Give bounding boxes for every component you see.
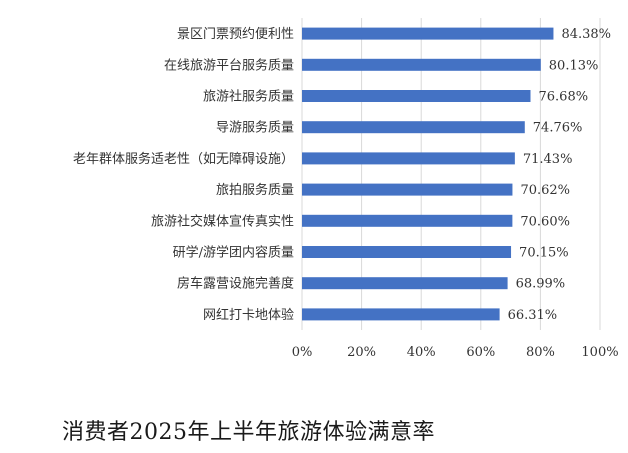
value-label: 71.43%	[523, 152, 573, 167]
x-tick-label: 40%	[407, 345, 436, 360]
value-label: 84.38%	[561, 27, 611, 42]
bar	[302, 246, 512, 258]
x-tick-label: 0%	[292, 345, 313, 360]
category-label: 网红打卡地体验	[203, 307, 294, 323]
category-label: 旅游社服务质量	[203, 89, 294, 105]
bar	[302, 152, 515, 165]
category-label: 景区门票预约便利性	[177, 27, 294, 42]
value-label: 70.60%	[520, 214, 570, 229]
category-label: 在线旅游平台服务质量	[164, 57, 294, 73]
bar	[302, 121, 525, 134]
labels: 0% 20% 40% 60% 80% 100% 景区门票预约便利性 84.38% 在线旅游平台服…	[73, 27, 619, 360]
category-label: 研学/游学团内容质量	[173, 245, 294, 261]
bars	[302, 27, 554, 321]
bar	[302, 183, 513, 196]
bar	[302, 90, 531, 102]
value-label: 70.15%	[519, 246, 569, 261]
bar	[302, 214, 513, 227]
bar	[302, 308, 500, 321]
value-label: 76.68%	[539, 90, 589, 105]
value-label: 80.13%	[549, 58, 599, 73]
x-tick-label: 20%	[347, 345, 376, 360]
category-label: 老年群体服务适老性（如无障碍设施）	[73, 151, 294, 167]
value-label: 68.99%	[516, 277, 566, 292]
x-tick-label: 100%	[581, 345, 618, 360]
value-label: 70.62%	[520, 183, 570, 198]
chart-caption: 消费者2025年上半年旅游体验满意率	[62, 420, 435, 445]
value-label: 66.31%	[508, 308, 558, 323]
category-label: 旅拍服务质量	[216, 182, 294, 198]
satisfaction-bar-chart: 0% 20% 40% 60% 80% 100% 景区门票预约便利性 84.38% 在线旅游平台服…	[73, 18, 619, 360]
value-label: 74.76%	[533, 121, 583, 136]
category-label: 旅游社交媒体宣传真实性	[151, 213, 294, 229]
bar	[302, 27, 554, 40]
x-tick-label: 80%	[526, 345, 555, 360]
category-label: 房车露营设施完善度	[177, 276, 294, 292]
bar	[302, 58, 541, 71]
category-label: 导游服务质量	[216, 120, 294, 136]
bar	[302, 277, 508, 290]
x-tick-label: 60%	[466, 345, 495, 360]
